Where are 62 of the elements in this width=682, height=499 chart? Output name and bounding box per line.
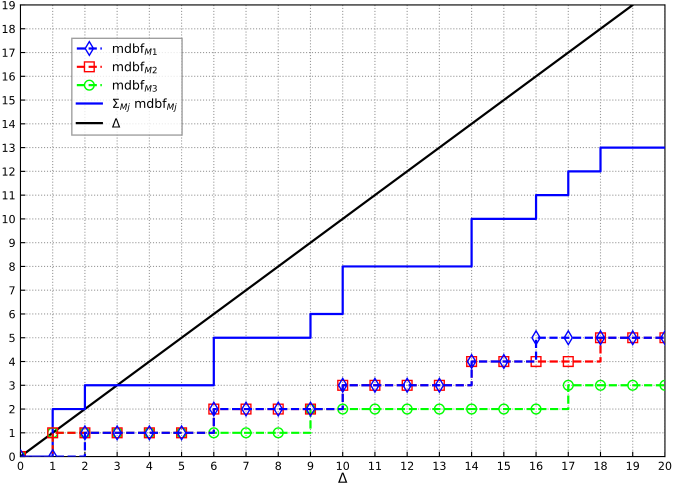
y-tick-label: 2 [9, 405, 14, 414]
y-tick-label: 5 [9, 334, 15, 342]
x-tick-label: 6 [211, 462, 217, 470]
legend-label: Δ [112, 118, 120, 128]
y-tick-label: 16 [2, 72, 15, 81]
x-tick-label: 1 [50, 462, 56, 470]
x-tick-label: 2 [82, 462, 88, 470]
x-tick-label: 19 [626, 462, 640, 470]
x-tick-label: 16 [530, 462, 542, 470]
y-tick-label: 8 [9, 262, 15, 271]
y-tick-label: 4 [9, 358, 15, 366]
y-tick-label: 18 [2, 24, 15, 34]
x-tick-label: 12 [401, 462, 414, 470]
point [466, 403, 478, 415]
y-tick-label: 1 [10, 428, 15, 438]
legend-label: mdbf$_{M2}$ [112, 62, 157, 74]
point [530, 356, 542, 368]
y-tick-label: 13 [2, 144, 15, 152]
point [402, 403, 413, 415]
y-tick-label: 15 [2, 96, 15, 104]
point [337, 403, 348, 415]
x-tick-label: 17 [562, 462, 574, 470]
y-tick-label: 7 [9, 286, 15, 294]
point [498, 403, 510, 415]
legend-label: Σ$_{Mj}$ mdbf$_{Mj}$ [113, 98, 177, 112]
point [627, 380, 638, 391]
y-tick-label: 9 [9, 238, 15, 248]
y-tick-label: 0 [9, 452, 15, 461]
point [530, 403, 542, 415]
x-tick-label: 8 [275, 462, 282, 470]
x-tick-label: 3 [114, 462, 120, 470]
x-axis-title: Δ [338, 472, 348, 483]
legend-label: mdbf$_{M3}$ [112, 80, 157, 92]
x-tick-label: 13 [434, 462, 446, 470]
y-tick-label: 3 [9, 381, 15, 390]
x-tick-label: 14 [466, 462, 478, 470]
x-tick-label: 11 [369, 462, 381, 470]
y-tick-label: 10 [2, 214, 15, 224]
point [594, 380, 606, 391]
y-tick-label: 12 [2, 167, 14, 176]
point [208, 427, 220, 438]
point [369, 403, 380, 415]
x-tick-label: 15 [498, 462, 510, 470]
y-tick-label: 6 [9, 310, 15, 318]
point [562, 356, 574, 368]
x-tick-label: 9 [308, 462, 314, 470]
x-tick-label: 20 [658, 462, 672, 470]
point [562, 380, 574, 391]
y-tick-label: 17 [2, 48, 15, 57]
x-tick-label: 0 [18, 462, 24, 470]
point [434, 403, 445, 415]
y-tick-label: 14 [2, 120, 15, 128]
x-tick-label: 4 [146, 462, 152, 470]
y-tick-label: 11 [2, 191, 15, 200]
legend-label: mdbf$_{M1}$ [112, 43, 157, 55]
x-tick-label: 18 [594, 462, 607, 470]
y-tick-label: 19 [2, 0, 15, 10]
x-tick-label: 10 [336, 462, 350, 470]
point [240, 427, 252, 438]
point [272, 427, 284, 438]
x-tick-label: 7 [243, 462, 249, 470]
x-tick-label: 5 [178, 462, 184, 470]
